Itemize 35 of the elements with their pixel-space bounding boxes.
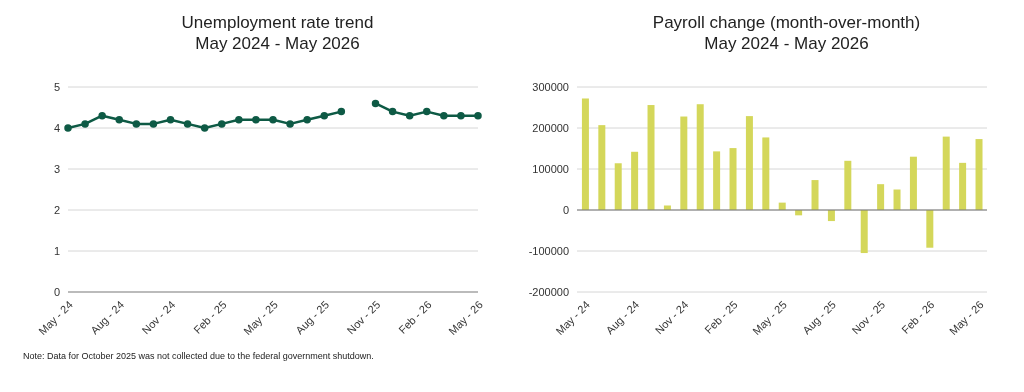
y-tick-label: 1	[53, 244, 60, 257]
x-tick-label: Nov - 24	[652, 298, 691, 337]
x-tick-label: Nov - 25	[344, 298, 383, 337]
x-tick-label: Feb - 26	[396, 298, 434, 336]
y-tick-label: 200000	[532, 121, 569, 134]
x-tick-label: Feb - 25	[191, 298, 229, 336]
y-tick-label: 3	[53, 162, 60, 175]
y-tick-label: 0	[53, 285, 60, 298]
chart-subtitle: May 2024 - May 2026	[703, 33, 870, 54]
y-tick-label: 300000	[532, 80, 569, 93]
x-tick-label: May - 26	[946, 298, 986, 338]
x-tick-label: Nov - 25	[849, 298, 888, 337]
x-tick-label: Aug - 25	[800, 298, 839, 337]
text: Note: Data for October 2025 was not collected due to the federal government shutdown.	[23, 351, 375, 361]
y-tick-label: 2	[53, 203, 60, 216]
chart-subtitle: May 2024 - May 2026	[194, 33, 361, 54]
y-tick-label: 5	[53, 80, 60, 93]
chart-title: Payroll change (month-over-month)	[651, 12, 922, 33]
x-tick-label: May - 25	[750, 298, 789, 338]
x-tick-label: Feb - 25	[702, 298, 740, 336]
chart-title: Unemployment rate trend	[180, 12, 375, 33]
y-tick-label: -200000	[528, 285, 569, 298]
x-tick-label: May - 26	[446, 298, 485, 338]
x-tick-label: May - 25	[241, 298, 280, 338]
y-tick-label: -100000	[528, 244, 569, 257]
y-tick-label: 100000	[532, 162, 569, 175]
x-tick-label: Aug - 24	[603, 298, 642, 337]
x-tick-label: May - 24	[553, 298, 593, 338]
x-tick-label: Nov - 24	[139, 298, 178, 337]
x-tick-label: Feb - 26	[899, 298, 937, 336]
x-tick-label: Aug - 24	[88, 298, 127, 337]
y-tick-label: 0	[562, 203, 569, 216]
x-tick-label: Aug - 25	[293, 298, 332, 337]
y-tick-label: 4	[53, 121, 60, 134]
x-tick-label: May - 24	[36, 298, 75, 338]
